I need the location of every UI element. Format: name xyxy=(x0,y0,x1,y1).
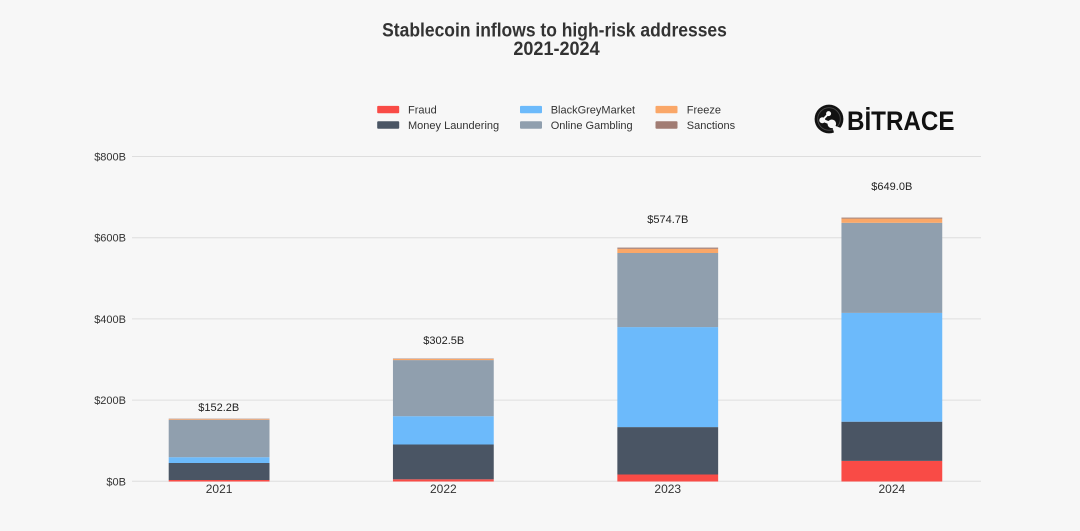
svg-text:BİTRACE: BİTRACE xyxy=(847,107,954,136)
svg-text:Sanctions: Sanctions xyxy=(687,120,736,132)
svg-text:$0B: $0B xyxy=(106,476,126,488)
svg-text:Fraud: Fraud xyxy=(408,105,437,117)
svg-text:$400B: $400B xyxy=(94,314,126,326)
svg-text:Stablecoin inflows to high-ris: Stablecoin inflows to high-risk addresse… xyxy=(382,19,727,41)
svg-text:2021: 2021 xyxy=(206,482,233,496)
svg-text:Freeze: Freeze xyxy=(687,105,721,117)
svg-text:2021-2024: 2021-2024 xyxy=(513,38,600,60)
svg-text:$574.7B: $574.7B xyxy=(647,214,688,226)
svg-text:$800B: $800B xyxy=(94,152,126,164)
svg-text:2023: 2023 xyxy=(654,482,681,496)
svg-text:$200B: $200B xyxy=(94,395,126,407)
svg-text:2022: 2022 xyxy=(430,482,457,496)
svg-text:2024: 2024 xyxy=(878,482,905,496)
svg-text:$649.0B: $649.0B xyxy=(871,181,912,193)
svg-text:Online Gambling: Online Gambling xyxy=(551,120,633,132)
svg-text:$152.2B: $152.2B xyxy=(198,402,239,414)
svg-text:Money Laundering: Money Laundering xyxy=(408,120,499,132)
svg-text:$302.5B: $302.5B xyxy=(423,335,464,347)
svg-text:$600B: $600B xyxy=(94,233,126,245)
svg-text:BlackGreyMarket: BlackGreyMarket xyxy=(551,105,635,117)
